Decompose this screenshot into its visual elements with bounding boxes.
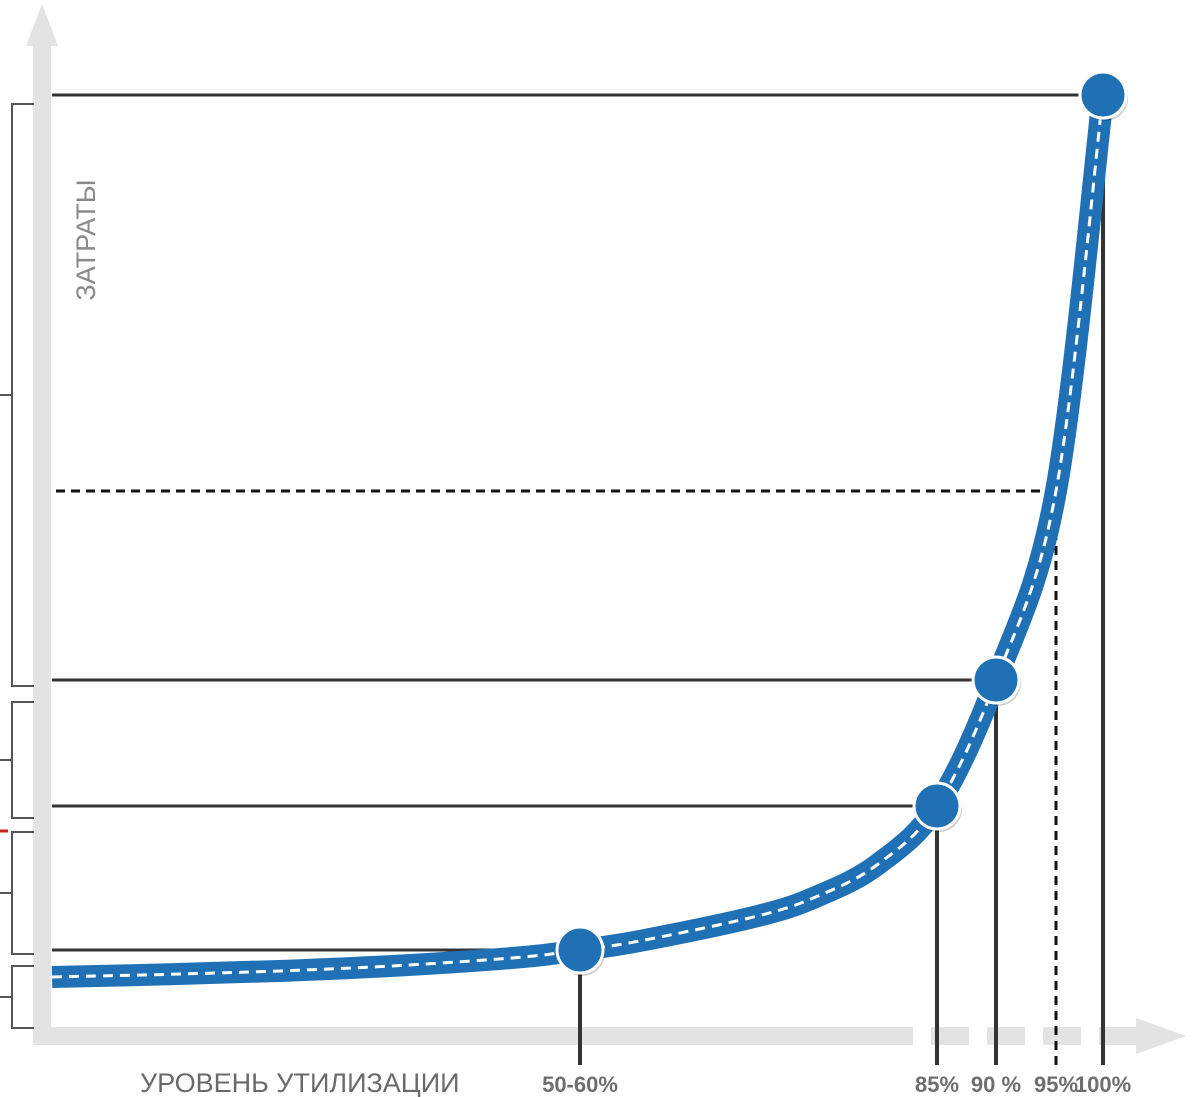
axes [26, 4, 1186, 1054]
marker-point-2 [971, 655, 1021, 705]
x-axis-arrow-icon [1136, 1018, 1186, 1054]
x-tick-label-3: 95% [1034, 1072, 1078, 1097]
bracket-top [11, 103, 34, 687]
bracket-mid [11, 701, 34, 819]
x-tick-label-2: 90 % [971, 1072, 1021, 1097]
x-axis-title: УРОВЕНЬ УТИЛИЗАЦИИ [140, 1068, 460, 1097]
bracket-low [11, 831, 34, 955]
curve [51, 93, 1114, 988]
guide-lines [52, 93, 1105, 1065]
bracket-bottom [11, 965, 34, 1029]
x-tick-label-0: 50-60% [542, 1072, 618, 1097]
y-axis-arrow-icon [26, 4, 58, 46]
x-tick-label-1: 85% [915, 1072, 959, 1097]
y-axis-title: ЗАТРАТЫ [71, 179, 101, 300]
markers [555, 70, 1128, 976]
x-tick-label-4: 100% [1075, 1072, 1131, 1097]
left-brackets [0, 103, 34, 1029]
x-tick-labels: 50-60% 85% 90 % 95%100% [542, 1072, 1131, 1097]
cost-curve [51, 93, 1114, 988]
marker-point-0 [555, 925, 605, 975]
cost-curve-dashes [51, 94, 1105, 979]
y-axis-bar [33, 40, 51, 1045]
marker-point-3 [1078, 70, 1128, 120]
marker-point-1 [912, 781, 962, 831]
